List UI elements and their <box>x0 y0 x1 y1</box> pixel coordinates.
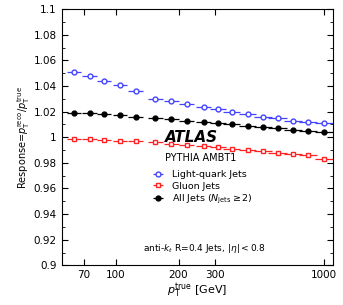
X-axis label: $p_\mathrm{T}^\mathrm{true}$ [GeV]: $p_\mathrm{T}^\mathrm{true}$ [GeV] <box>167 282 227 300</box>
Legend: Light-quark Jets, Gluon Jets, All Jets ($N_\mathrm{jets} \geq 2$): Light-quark Jets, Gluon Jets, All Jets (… <box>148 170 253 206</box>
Text: ATLAS: ATLAS <box>165 130 218 145</box>
Text: anti-$k_t$ R=0.4 Jets, $|\eta|<0.8$: anti-$k_t$ R=0.4 Jets, $|\eta|<0.8$ <box>143 242 266 255</box>
Text: PYTHIA AMBT1: PYTHIA AMBT1 <box>165 153 236 163</box>
Y-axis label: Response=$p_\mathrm{T}^\mathrm{reco}/p_\mathrm{T}^\mathrm{true}$: Response=$p_\mathrm{T}^\mathrm{reco}/p_\… <box>15 86 32 189</box>
